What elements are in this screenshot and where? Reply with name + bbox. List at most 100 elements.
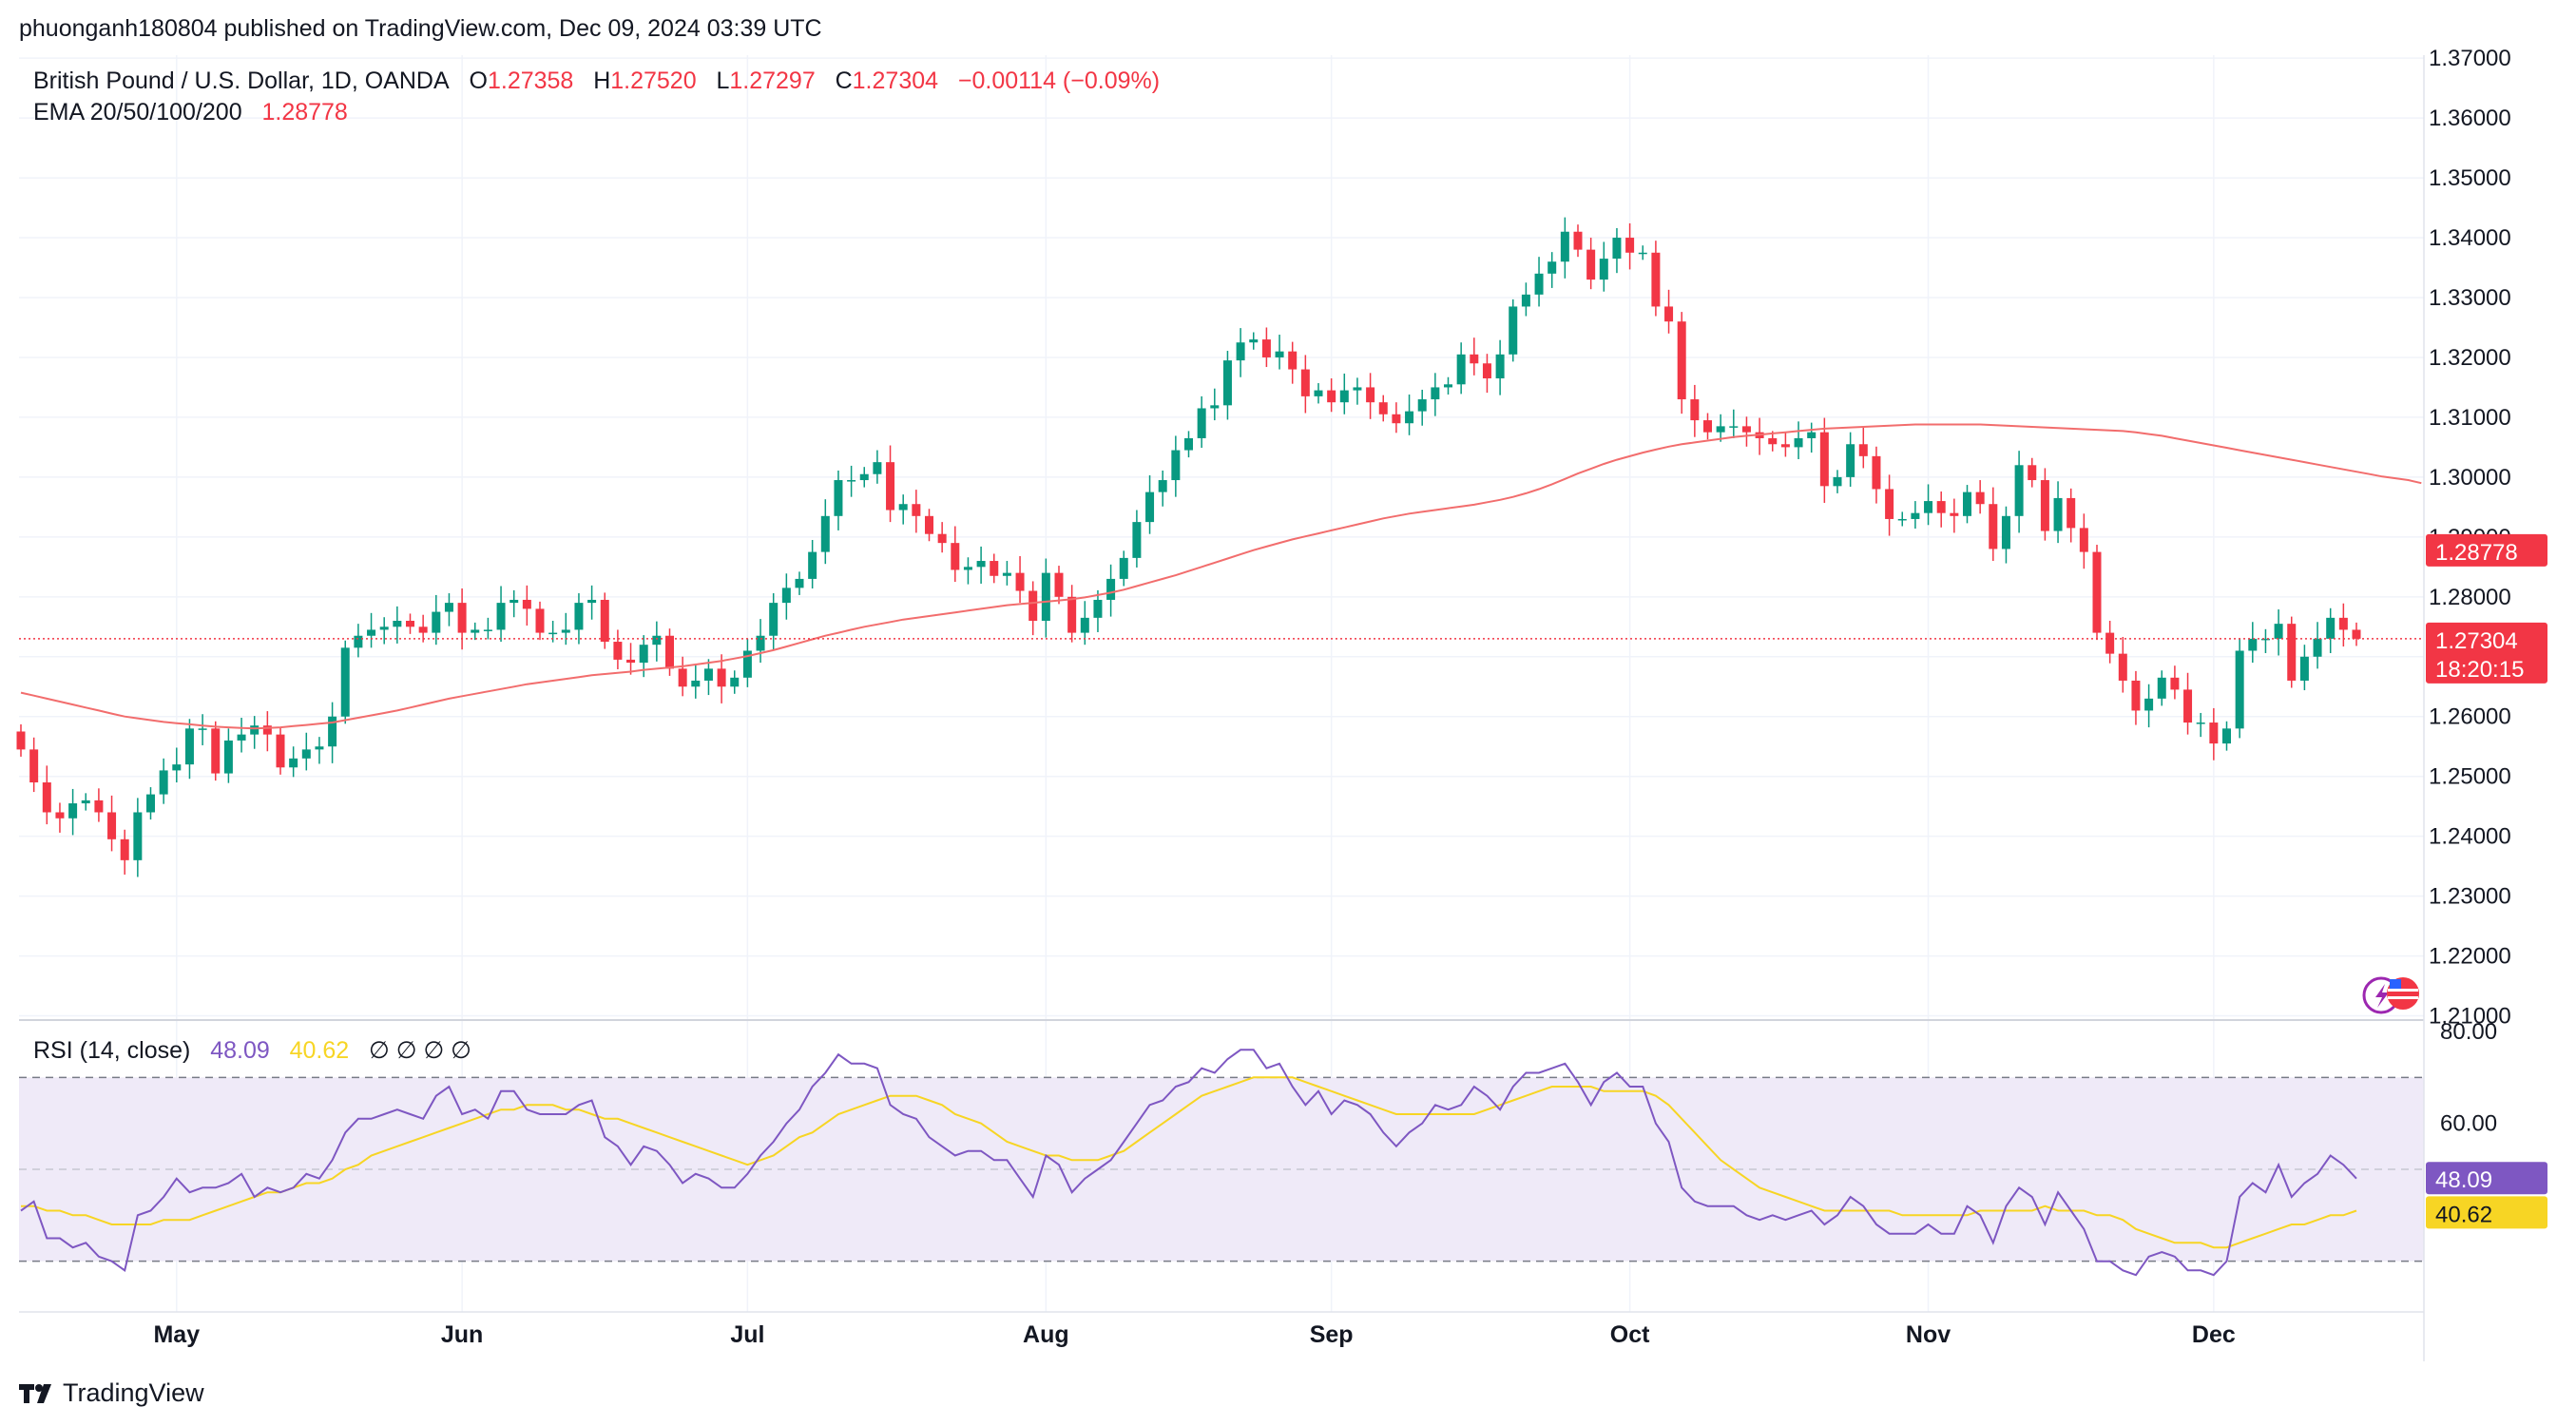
candle-up [2326, 617, 2336, 639]
candle-up [1534, 273, 1544, 295]
candle-down [1936, 501, 1946, 513]
candle-down [1482, 363, 1491, 378]
low-value: 1.27297 [729, 67, 816, 94]
candle-up [1222, 360, 1232, 406]
rsi-ma-value-tag-text: 40.62 [2435, 1202, 2492, 1227]
candle-up [742, 650, 752, 678]
candle-up [184, 728, 194, 765]
candle-up [2222, 728, 2231, 744]
rsi-tick-label: 80.00 [2440, 1019, 2497, 1045]
candle-up [1911, 512, 1920, 519]
candle-up [379, 626, 389, 630]
candle-down [1015, 572, 1025, 591]
candle-down [1261, 339, 1271, 357]
candle-up [1041, 572, 1050, 621]
flag-icons [2362, 976, 2419, 1014]
candle-up [172, 764, 182, 771]
candle-down [1054, 572, 1064, 597]
price-axis[interactable]: 1.37000 1.36000 1.35000 1.34000 1.33000 1.320… [2429, 46, 2511, 1137]
month-label: Oct [1610, 1321, 1650, 1348]
candles [16, 217, 2361, 877]
candle-down [1768, 437, 1778, 445]
candle-down [1288, 351, 1298, 370]
rsi-value: 48.09 [210, 1037, 270, 1064]
candle-up [2001, 515, 2010, 549]
open-value: 1.27358 [487, 67, 574, 94]
candle-down [665, 635, 674, 669]
candle-down [925, 515, 933, 534]
rsi-value-tag-text: 48.09 [2435, 1167, 2492, 1193]
candle-down [886, 462, 895, 511]
candle-up [1236, 342, 1245, 361]
price-tick-label: 1.30000 [2429, 465, 2511, 491]
ema-legend[interactable]: EMA 20/50/100/200 1.28778 [33, 99, 348, 126]
candle-down [717, 668, 726, 687]
candle-down [1819, 432, 1829, 487]
candle-down [107, 812, 117, 839]
candle-down [16, 731, 26, 750]
candle-up [756, 635, 765, 651]
candle-up [354, 635, 363, 648]
tradingview-logo-icon[interactable] [19, 1384, 51, 1403]
candle-up [834, 480, 843, 516]
us-flag-canton [2390, 979, 2401, 989]
price-tick-label: 1.33000 [2429, 285, 2511, 311]
high-value: 1.27520 [610, 67, 697, 94]
candle-up [1184, 437, 1193, 451]
candle-up [81, 800, 90, 804]
candle-down [600, 599, 609, 643]
candle-down [626, 659, 636, 664]
candle-up [1158, 480, 1167, 492]
candle-down [2183, 689, 2193, 723]
candle-up [847, 480, 856, 482]
tradingview-brand[interactable]: TradingView [63, 1378, 204, 1407]
candle-down [1950, 512, 1959, 516]
candle-down [1327, 390, 1336, 403]
candle-up [2260, 638, 2270, 641]
candle-down [1664, 306, 1674, 322]
candle-up [1405, 411, 1414, 424]
candle-down [2028, 465, 2037, 481]
symbol-name: British Pound / U.S. Dollar, 1D, OANDA [33, 67, 450, 94]
rsi-tick-label: 60.00 [2440, 1111, 2497, 1137]
candle-up [2248, 638, 2258, 651]
candle-up [133, 812, 143, 860]
candle-up [340, 647, 350, 717]
candle-down [678, 668, 687, 687]
candle-down [2118, 653, 2127, 681]
candle-down [937, 533, 947, 544]
candle-down [1651, 252, 1661, 307]
candle-up [703, 668, 713, 681]
month-label: Dec [2192, 1321, 2236, 1348]
candle-up [781, 588, 791, 604]
high-label: H [593, 67, 611, 94]
time-axis[interactable]: May Jun Jul Aug Sep Oct Nov Dec [153, 1321, 2235, 1348]
candle-up [2053, 497, 2063, 531]
candle-up [652, 635, 662, 646]
candle-up [1444, 384, 1452, 388]
candle-down [2092, 551, 2102, 633]
candle-down [1858, 444, 1868, 456]
candle-up [237, 734, 246, 741]
candle-up [976, 561, 986, 568]
candle-up [2157, 677, 2166, 699]
candle-down [418, 626, 428, 633]
candle-up [483, 629, 492, 631]
candle-down [457, 603, 467, 633]
candle-up [1924, 501, 1933, 513]
candle-up [1417, 399, 1427, 412]
rsi-ma-value-tag-bg [2426, 1196, 2547, 1229]
candle-up [315, 746, 324, 750]
candle-down [120, 838, 129, 860]
rsi-legend[interactable]: RSI (14, close) 48.09 40.62 ∅ ∅ ∅ ∅ [33, 1036, 471, 1065]
symbol-legend[interactable]: British Pound / U.S. Dollar, 1D, OANDA O… [33, 67, 1160, 95]
candle-down [535, 608, 545, 633]
candle-up [808, 551, 817, 579]
candle-down [1028, 590, 1038, 621]
month-label: Nov [1906, 1321, 1951, 1348]
candle-up [1716, 426, 1725, 433]
candle-up [1794, 437, 1803, 448]
candle-down [2352, 629, 2361, 639]
candle-up [1080, 617, 1089, 633]
